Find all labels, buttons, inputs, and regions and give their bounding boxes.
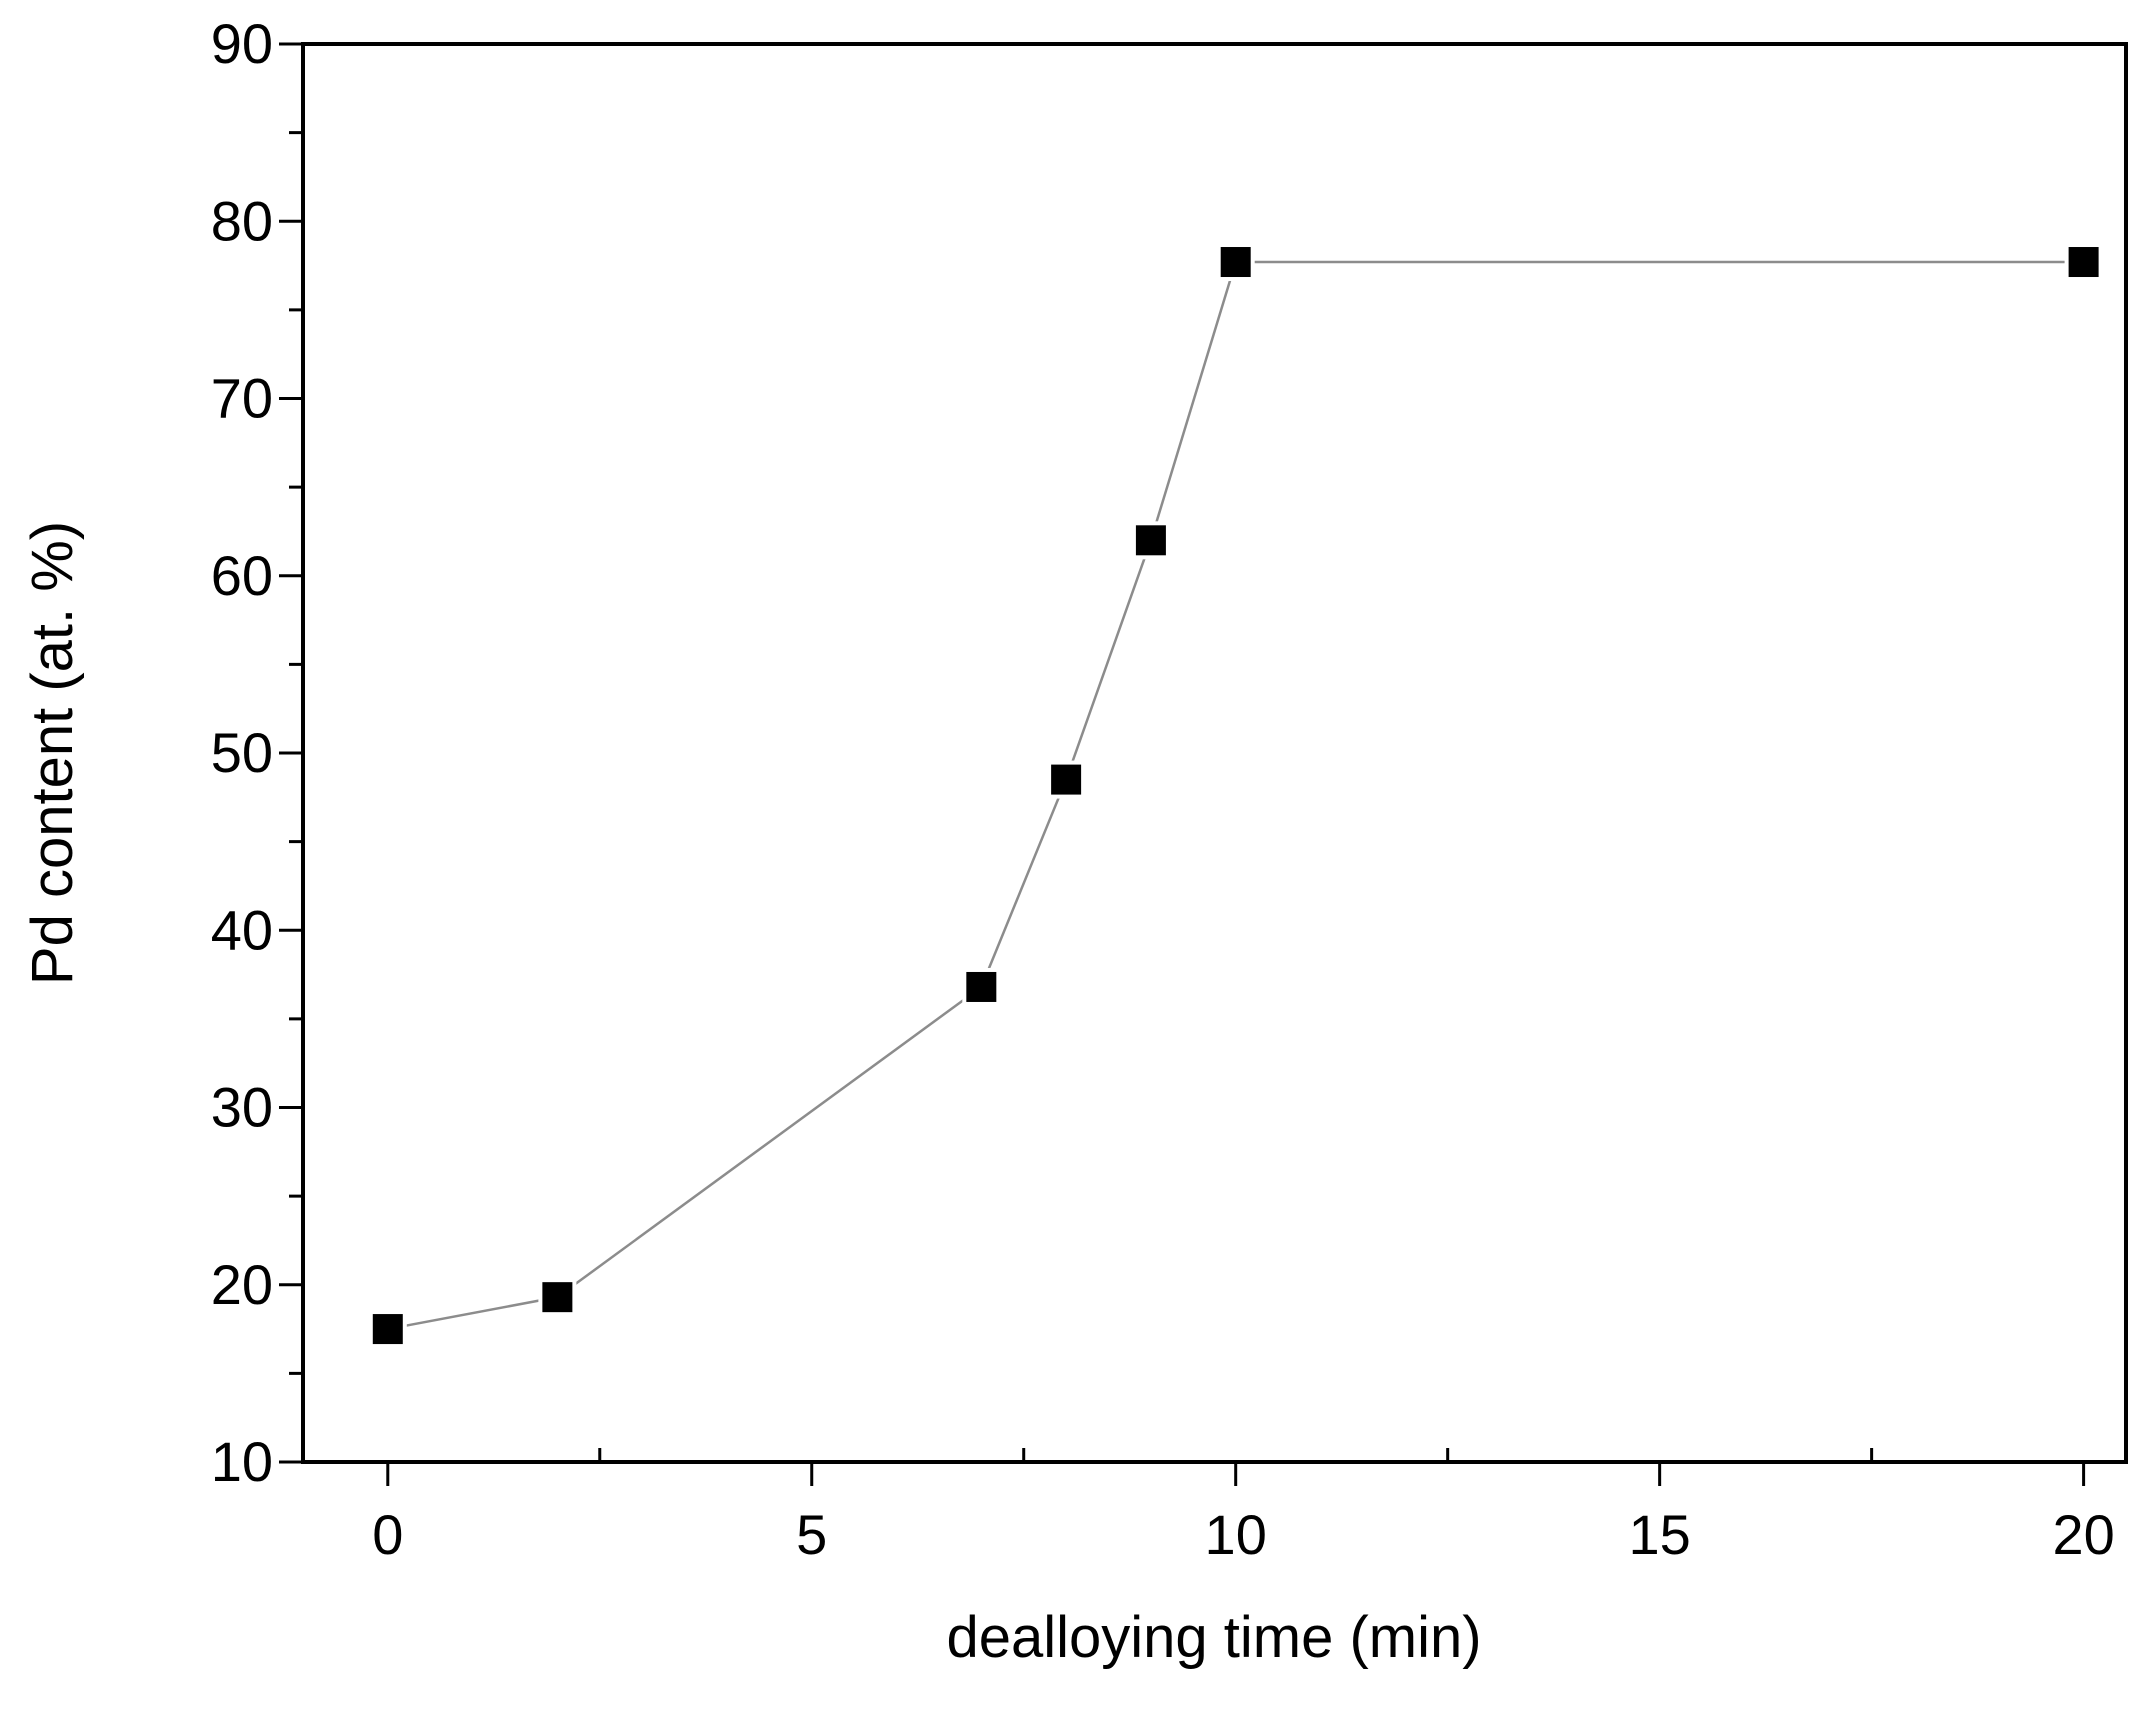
data-point-marker — [1216, 243, 1255, 282]
series-line-segment — [980, 779, 1068, 988]
x-tick-label: 15 — [1629, 1503, 1691, 1566]
series-line-segment — [556, 985, 983, 1299]
y-tick-label: 60 — [211, 544, 273, 607]
x-tick-label: 20 — [2052, 1503, 2114, 1566]
y-axis-title: Pd content (at. %) — [20, 521, 85, 985]
plot-area-frame — [301, 42, 2128, 1464]
y-axis-ticks — [279, 42, 303, 1464]
x-tick-label: 0 — [372, 1503, 403, 1566]
data-point-marker — [538, 1278, 577, 1317]
data-point-marker — [2064, 243, 2103, 282]
x-tick-label: 10 — [1205, 1503, 1267, 1566]
y-tick-label: 90 — [211, 12, 273, 75]
y-axis-tick-labels: 10 20 30 40 50 60 70 80 90 — [211, 12, 273, 1493]
y-tick-label: 40 — [211, 898, 273, 961]
series-marker-group — [368, 243, 2103, 1349]
data-point-marker — [962, 967, 1001, 1006]
y-tick-label: 50 — [211, 721, 273, 784]
x-axis-ticks — [386, 1448, 2086, 1486]
series-line-segment — [1064, 539, 1153, 781]
data-point-marker — [368, 1310, 407, 1349]
y-tick-label: 20 — [211, 1253, 273, 1316]
x-axis-title: dealloying time (min) — [946, 1605, 1481, 1670]
series-line-segment — [1149, 261, 1237, 541]
x-axis-tick-labels: 0 5 10 15 20 — [372, 1503, 2115, 1566]
data-point-marker — [1131, 521, 1170, 560]
series-line-segment — [387, 1295, 558, 1331]
y-tick-label: 70 — [211, 367, 273, 430]
series-line-group — [387, 260, 2084, 1331]
y-tick-label: 30 — [211, 1076, 273, 1139]
x-tick-label: 5 — [796, 1503, 827, 1566]
data-point-marker — [1047, 760, 1086, 799]
y-tick-label: 10 — [211, 1430, 273, 1493]
y-tick-label: 80 — [211, 189, 273, 252]
